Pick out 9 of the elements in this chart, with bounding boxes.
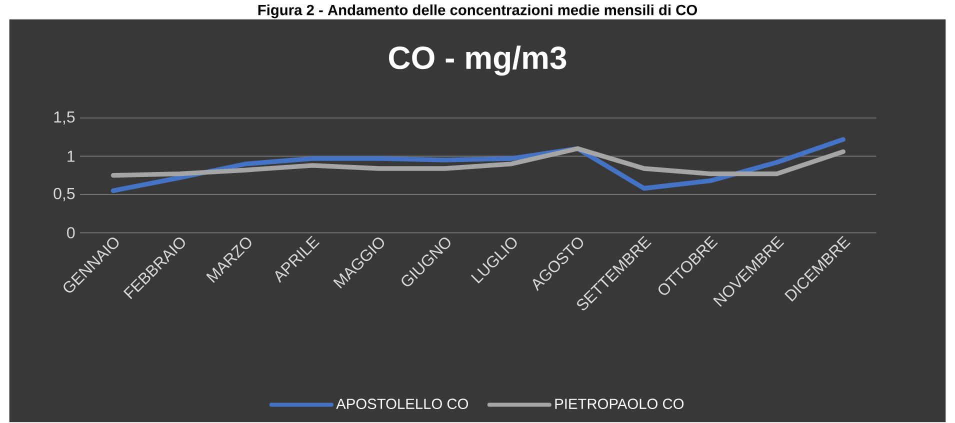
y-tick-label: 1,5 (54, 111, 75, 124)
y-tick-label: 0,5 (54, 188, 75, 201)
y-tick-label: 1 (68, 150, 75, 162)
text: Figura 2 - Andamento delle concentrazioni medie mensili di CO (258, 4, 697, 18)
chart-title: CO - mg/m3 (389, 45, 566, 76)
y-tick-label: 0 (67, 226, 75, 238)
line-series (110, 146, 846, 178)
legend-label: PIETROPAOLO CO (555, 398, 684, 409)
legend-label: APOSTOLELLO CO (336, 398, 468, 409)
